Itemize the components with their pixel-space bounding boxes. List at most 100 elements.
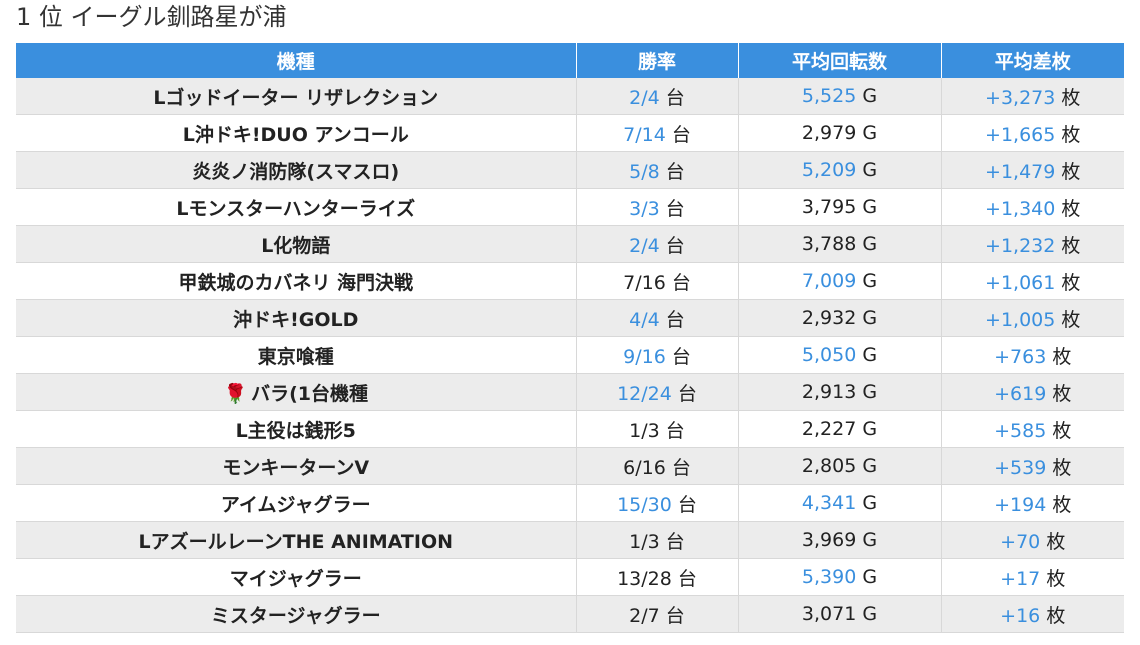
cell-win-rate-value: 15/30 (617, 493, 672, 516)
table-row: アイムジャグラー 15/30 台 4,341 G +194 枚 (16, 484, 1124, 522)
cell-avg-spins-value: 2,227 (801, 418, 857, 440)
cell-avg-spins: 7,009 G (737, 262, 941, 300)
cell-avg-diff-unit: 枚 (1061, 234, 1081, 257)
cell-avg-spins: 2,913 G (737, 373, 941, 411)
cell-win-rate-value: 2/4 (629, 234, 660, 257)
cell-avg-spins-unit: G (862, 85, 878, 107)
cell-avg-diff-unit: 枚 (1052, 382, 1072, 405)
cell-avg-diff: +585 枚 (940, 410, 1124, 448)
cell-avg-spins-unit: G (862, 529, 878, 551)
model-name: 炎炎ノ消防隊(スマスロ) (192, 160, 400, 183)
cell-avg-spins-value: 4,341 (801, 492, 857, 514)
cell-avg-diff-value: +539 (994, 456, 1047, 479)
cell-avg-diff-value: +619 (994, 382, 1047, 405)
cell-win-rate: 12/24 台 (575, 373, 738, 411)
cell-avg-spins-value: 3,795 (801, 196, 857, 218)
cell-win-rate-value: 7/14 (623, 123, 666, 146)
cell-model[interactable]: 甲鉄城のカバネリ 海門決戦 (16, 262, 576, 300)
table-row: 沖ドキ!GOLD 4/4 台 2,932 G +1,005 枚 (16, 299, 1124, 337)
cell-avg-spins-value: 5,525 (801, 85, 857, 107)
cell-avg-spins-value: 5,209 (801, 159, 857, 181)
cell-model[interactable]: 🌹 バラ(1台機種 (16, 373, 576, 411)
cell-win-rate-unit: 台 (671, 345, 691, 368)
cell-avg-spins-value: 3,788 (801, 233, 857, 255)
cell-model[interactable]: 炎炎ノ消防隊(スマスロ) (16, 151, 576, 189)
cell-avg-spins: 3,071 G (737, 595, 941, 633)
table-row: ミスタージャグラー 2/7 台 3,071 G +16 枚 (16, 595, 1124, 633)
cell-avg-diff: +194 枚 (940, 484, 1124, 522)
cell-win-rate: 15/30 台 (575, 484, 738, 522)
cell-win-rate-value: 1/3 (629, 530, 660, 553)
column-header-avg-spins[interactable]: 平均回転数 (737, 43, 942, 78)
cell-model[interactable]: モンキーターンV (16, 447, 576, 485)
model-name: Lゴッドイーター リザレクション (153, 86, 439, 109)
cell-model[interactable]: 東京喰種 (16, 336, 576, 374)
cell-avg-diff: +1,232 枚 (940, 225, 1124, 263)
cell-avg-spins-unit: G (862, 159, 878, 181)
cell-avg-diff-unit: 枚 (1052, 345, 1072, 368)
cell-win-rate: 2/4 台 (575, 225, 738, 263)
cell-avg-diff: +539 枚 (940, 447, 1124, 485)
cell-win-rate-value: 13/28 (617, 567, 672, 590)
table-row: L沖ドキ!DUO アンコール 7/14 台 2,979 G +1,665 枚 (16, 114, 1124, 152)
cell-avg-spins-value: 2,913 (801, 381, 857, 403)
cell-win-rate-unit: 台 (665, 530, 685, 553)
cell-avg-diff: +1,061 枚 (940, 262, 1124, 300)
cell-avg-diff: +70 枚 (940, 521, 1124, 559)
cell-avg-spins-unit: G (862, 270, 878, 292)
column-header-model[interactable]: 機種 (16, 43, 577, 78)
cell-avg-spins: 3,969 G (737, 521, 941, 559)
cell-avg-spins-value: 2,805 (801, 455, 857, 477)
cell-avg-diff-unit: 枚 (1061, 271, 1081, 294)
cell-win-rate-value: 7/16 (623, 271, 666, 294)
cell-avg-diff-value: +1,232 (985, 234, 1056, 257)
cell-avg-diff-value: +194 (994, 493, 1047, 516)
cell-avg-spins-value: 5,050 (801, 344, 857, 366)
cell-avg-spins: 2,227 G (737, 410, 941, 448)
cell-avg-diff-value: +1,665 (985, 123, 1056, 146)
model-name: L沖ドキ!DUO アンコール (182, 123, 409, 146)
cell-avg-spins-value: 2,932 (801, 307, 857, 329)
cell-avg-spins-value: 7,009 (801, 270, 857, 292)
cell-win-rate: 13/28 台 (575, 558, 738, 596)
cell-avg-diff: +1,665 枚 (940, 114, 1124, 152)
cell-model[interactable]: 沖ドキ!GOLD (16, 299, 576, 337)
cell-avg-diff-value: +1,061 (985, 271, 1056, 294)
model-name: アイムジャグラー (220, 493, 371, 516)
cell-win-rate-value: 6/16 (623, 456, 666, 479)
cell-model[interactable]: アイムジャグラー (16, 484, 576, 522)
cell-model[interactable]: Lゴッドイーター リザレクション (16, 78, 576, 115)
column-header-avg-diff[interactable]: 平均差枚 (940, 43, 1124, 78)
cell-avg-spins-unit: G (862, 196, 878, 218)
cell-avg-diff-unit: 枚 (1061, 160, 1081, 183)
table-header-row: 機種 勝率 平均回転数 平均差枚 (16, 43, 1124, 78)
cell-avg-diff-value: +585 (994, 419, 1047, 442)
model-name: Lモンスターハンターライズ (176, 197, 416, 220)
cell-avg-diff: +17 枚 (940, 558, 1124, 596)
cell-model[interactable]: L主役は銭形5 (16, 410, 576, 448)
model-name: 沖ドキ!GOLD (233, 308, 359, 331)
cell-model[interactable]: L沖ドキ!DUO アンコール (16, 114, 576, 152)
cell-win-rate: 7/16 台 (575, 262, 738, 300)
cell-avg-diff-unit: 枚 (1061, 123, 1081, 146)
cell-win-rate-unit: 台 (665, 308, 685, 331)
cell-model[interactable]: ミスタージャグラー (16, 595, 576, 633)
cell-avg-diff-unit: 枚 (1046, 567, 1066, 590)
cell-avg-diff: +763 枚 (940, 336, 1124, 374)
cell-model[interactable]: Lモンスターハンターライズ (16, 188, 576, 226)
cell-model[interactable]: LアズールレーンTHE ANIMATION (16, 521, 576, 559)
cell-avg-spins-value: 5,390 (801, 566, 857, 588)
cell-avg-spins: 5,390 G (737, 558, 941, 596)
model-name: 東京喰種 (257, 345, 334, 368)
cell-avg-diff-value: +1,479 (985, 160, 1056, 183)
cell-model[interactable]: マイジャグラー (16, 558, 576, 596)
cell-avg-spins-unit: G (862, 381, 878, 403)
cell-model[interactable]: L化物語 (16, 225, 576, 263)
cell-avg-diff: +619 枚 (940, 373, 1124, 411)
cell-win-rate-unit: 台 (665, 160, 685, 183)
table-row: 炎炎ノ消防隊(スマスロ) 5/8 台 5,209 G +1,479 枚 (16, 151, 1124, 189)
cell-avg-diff-unit: 枚 (1061, 197, 1081, 220)
table-row: 東京喰種 9/16 台 5,050 G +763 枚 (16, 336, 1124, 374)
cell-win-rate: 7/14 台 (575, 114, 738, 152)
column-header-win-rate[interactable]: 勝率 (575, 43, 739, 78)
